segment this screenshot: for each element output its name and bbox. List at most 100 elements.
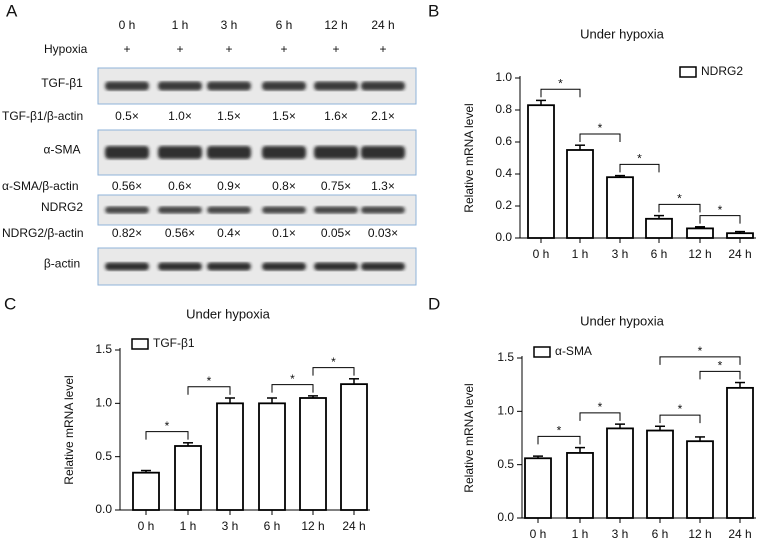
treatment-mark: + (123, 42, 130, 56)
significance-mark: * (678, 402, 683, 416)
y-axis-label: Relative mRNA level (462, 103, 476, 212)
y-tick-label: 0.6 (495, 134, 512, 148)
blot-band (361, 206, 405, 214)
ratio-value: 0.1× (272, 226, 296, 240)
blot-band (158, 146, 202, 159)
bar (527, 104, 555, 239)
ratio-value: 0.03× (368, 226, 398, 240)
panel-letter: D (428, 294, 440, 313)
panel-letter: C (4, 294, 16, 313)
blot-band (314, 262, 358, 271)
ratio-value: 0.75× (321, 179, 351, 193)
x-tick-label: 3 h (612, 527, 629, 540)
x-tick-label: 1 h (572, 247, 589, 261)
x-tick-label: 24 h (728, 527, 751, 540)
significance-mark: * (165, 419, 170, 433)
significance-bracket (271, 384, 314, 393)
blot-band (105, 262, 149, 271)
panel-letter: A (6, 1, 18, 20)
blot-band (262, 146, 306, 159)
y-tick-label: 1.5 (95, 342, 112, 356)
x-tick-label: 0 h (138, 519, 155, 533)
bar (606, 176, 634, 239)
bar (132, 471, 160, 511)
significance-mark: * (331, 355, 336, 369)
x-tick-label: 3 h (612, 247, 629, 261)
ratio-value: 0.4× (217, 226, 241, 240)
x-tick-label: 3 h (222, 519, 239, 533)
significance-mark: * (677, 192, 682, 206)
significance-mark: * (290, 372, 295, 386)
blot-band (262, 206, 306, 214)
column-label: 1 h (172, 18, 189, 32)
treatment-mark: + (176, 42, 183, 56)
column-label: 6 h (276, 18, 293, 32)
blot-band (361, 146, 405, 159)
ratio-value: 0.9× (217, 179, 241, 193)
bar (686, 227, 714, 239)
panel-letter: B (428, 1, 439, 20)
significance-bracket (658, 203, 701, 213)
significance-mark: * (598, 121, 603, 135)
significance-mark: * (557, 424, 562, 438)
x-tick-label: 6 h (651, 247, 668, 261)
legend-label: NDRG2 (701, 64, 743, 78)
legend-label: α-SMA (555, 344, 592, 358)
x-tick-label: 0 h (530, 527, 547, 540)
significance-bracket (537, 435, 581, 445)
legend-swatch (533, 346, 551, 358)
ratio-value: 1.6× (324, 109, 348, 123)
significance-mark: * (718, 203, 723, 217)
bar (726, 386, 754, 519)
blot-band (158, 262, 202, 271)
bar (216, 402, 244, 511)
blot-band (314, 146, 358, 159)
ratio-label: α-SMA/β-actin (2, 179, 79, 193)
y-tick-label: 0.8 (495, 102, 512, 116)
significance-mark: * (207, 374, 212, 388)
x-tick-label: 0 h (533, 247, 550, 261)
chart-title: Under hypoxia (580, 26, 665, 41)
blot-row-label: NDRG2 (41, 200, 83, 214)
significance-mark: * (718, 359, 723, 373)
bar (566, 149, 594, 239)
significance-bracket (659, 414, 701, 424)
column-label: 0 h (119, 18, 136, 32)
bar (566, 452, 594, 519)
x-tick-label: 24 h (342, 519, 365, 533)
bar (258, 402, 286, 511)
y-axis-label: Relative mRNA level (62, 375, 76, 484)
y-tick-label: 0.0 (495, 230, 512, 244)
blot-band (105, 206, 149, 214)
y-tick-label: 0.5 (95, 449, 112, 463)
y-tick-label: 1.0 (95, 396, 112, 410)
bar (645, 217, 673, 239)
ratio-value: 1.5× (272, 109, 296, 123)
significance-mark: * (598, 400, 603, 414)
x-tick-label: 1 h (572, 527, 589, 540)
y-axis-label: Relative mRNA level (462, 383, 476, 492)
treatment-mark: + (280, 42, 287, 56)
x-tick-label: 12 h (688, 527, 711, 540)
x-tick-label: 1 h (180, 519, 197, 533)
blot-row-label: β-actin (44, 257, 80, 271)
bar (340, 383, 368, 511)
x-tick-label: 12 h (301, 519, 324, 533)
treatment-mark: + (332, 42, 339, 56)
ratio-value: 0.8× (272, 179, 296, 193)
ratio-label: NDRG2/β-actin (2, 226, 84, 240)
treatment-label: Hypoxia (44, 42, 88, 56)
x-tick-label: 24 h (728, 247, 751, 261)
blot-band (105, 81, 149, 91)
y-tick-label: 1.0 (495, 70, 512, 84)
x-tick-label: 6 h (652, 527, 669, 540)
ratio-value: 0.56× (112, 179, 142, 193)
y-tick-label: 0.2 (495, 198, 512, 212)
blot-band (314, 81, 358, 91)
significance-mark: * (637, 152, 642, 166)
blot-band (361, 81, 405, 91)
legend-label: TGF-β1 (153, 336, 195, 350)
ratio-value: 1.3× (371, 179, 395, 193)
ratio-value: 1.5× (217, 109, 241, 123)
